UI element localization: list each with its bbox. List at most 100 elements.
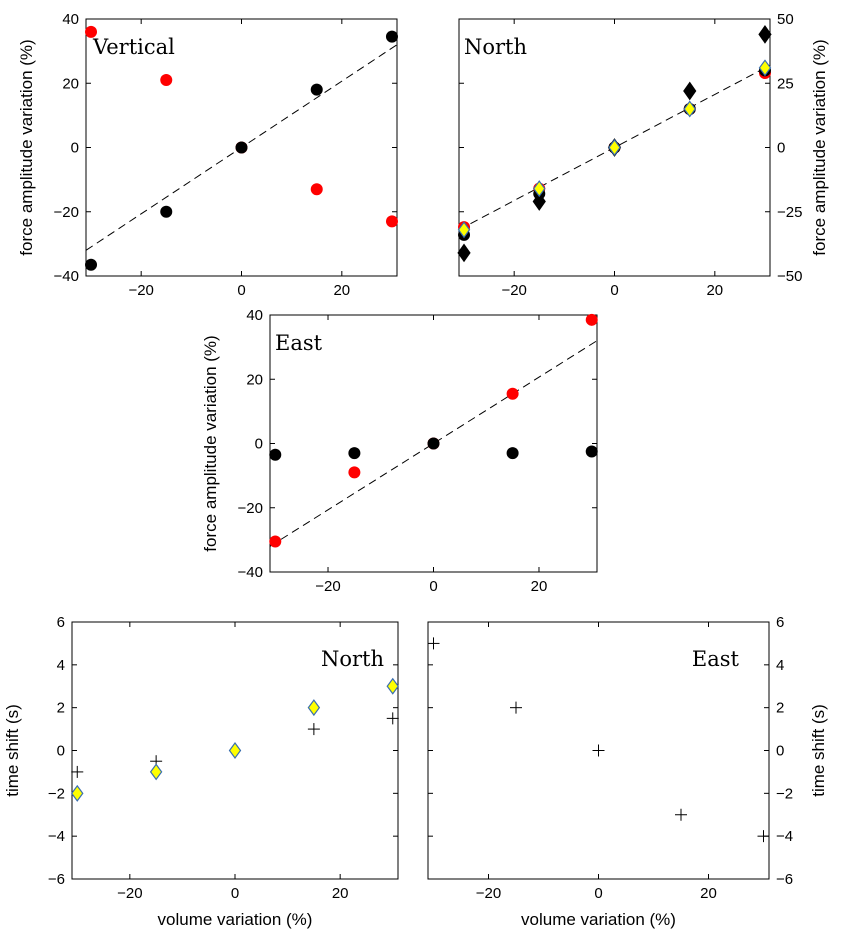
data-point: [228, 741, 242, 760]
data-point: [585, 313, 598, 326]
y-tick-label: −2: [776, 785, 793, 802]
x-tick-label: 0: [231, 885, 239, 902]
data-point: [608, 138, 621, 157]
x-tick-label: 0: [594, 885, 602, 902]
y-axis-label: force amplitude variation (%): [17, 39, 36, 255]
x-tick-label: 20: [706, 282, 723, 299]
data-point: [675, 808, 687, 821]
data-point: [427, 437, 440, 450]
data-point: [307, 699, 321, 717]
x-axis-label: volume variation (%): [521, 910, 676, 929]
y-tick-label: 4: [57, 657, 65, 674]
y-tick-label: 0: [776, 743, 784, 760]
x-tick-label: −20: [128, 282, 153, 299]
data-point: [386, 712, 399, 725]
y-axis-label: time shift (s): [809, 704, 828, 797]
x-tick-label: −20: [476, 885, 501, 902]
data-point: [457, 243, 471, 263]
data-point: [160, 74, 173, 87]
y-tick-label: −4: [48, 828, 65, 845]
y-tick-label: 20: [246, 371, 263, 388]
data-point: [386, 677, 399, 695]
panel-title: North: [464, 35, 527, 59]
y-tick-label: −6: [776, 871, 793, 888]
data-point: [533, 180, 546, 198]
data-point: [269, 448, 282, 461]
data-point: [532, 192, 546, 211]
panel-title: East: [275, 331, 323, 355]
data-point: [71, 765, 84, 778]
y-tick-label: −6: [48, 871, 65, 888]
y-tick-label: −25: [777, 204, 802, 221]
data-point: [348, 466, 361, 479]
y-tick-label: −20: [54, 204, 79, 221]
data-point: [506, 387, 519, 400]
y-tick-label: 2: [57, 700, 65, 717]
y-axis-label: time shift (s): [3, 704, 22, 797]
y-tick-label: 2: [776, 700, 784, 717]
data-point: [71, 784, 84, 802]
x-tick-label: 20: [531, 578, 548, 595]
x-tick-label: 20: [333, 282, 350, 299]
panel-east-force: −20 0 20 −40 −20 0 20 40 force amplitude variati…: [201, 307, 598, 595]
x-tick-label: 0: [429, 578, 437, 595]
y-tick-label: 50: [777, 11, 794, 28]
y-tick-label: 0: [71, 140, 79, 157]
y-tick-label: 20: [62, 75, 79, 92]
y-tick-label: −4: [776, 828, 793, 845]
data-point: [757, 830, 770, 843]
x-tick-label: 0: [610, 282, 618, 299]
y-tick-label: 25: [777, 75, 794, 92]
data-point: [85, 25, 98, 38]
y-axis-label: force amplitude variation (%): [201, 335, 220, 551]
y-tick-label: −2: [48, 785, 65, 802]
x-tick-label: 20: [332, 885, 349, 902]
data-point: [310, 83, 323, 96]
data-point: [506, 447, 519, 460]
panel-vertical: −20 0 20 −40 −20 0 20 40 force amplitude variati…: [17, 11, 398, 299]
y-tick-label: 4: [776, 657, 784, 674]
data-point: [683, 81, 697, 101]
data-point: [592, 744, 605, 757]
data-point: [85, 258, 98, 271]
panel-north-force: −20 0 20 −50 −25 0 25 50 force amplitude variati…: [457, 11, 829, 299]
x-tick-label: 20: [700, 885, 717, 902]
data-point: [307, 723, 320, 736]
data-point: [385, 215, 398, 228]
data-point: [269, 535, 282, 548]
x-tick-label: −20: [117, 885, 142, 902]
data-point: [160, 205, 173, 218]
data-point: [385, 30, 398, 43]
y-tick-label: −40: [54, 268, 79, 285]
x-tick-label: −20: [315, 578, 340, 595]
y-tick-label: −40: [238, 564, 263, 581]
y-tick-label: 0: [255, 436, 263, 453]
y-tick-label: 40: [62, 11, 79, 28]
y-axis-label: force amplitude variation (%): [810, 39, 829, 255]
y-tick-label: 40: [246, 307, 263, 324]
y-tick-label: −50: [777, 268, 802, 285]
data-point: [310, 183, 323, 196]
y-tick-label: 0: [57, 743, 65, 760]
data-point: [348, 447, 361, 460]
data-point: [427, 637, 440, 650]
y-tick-label: 6: [57, 614, 65, 631]
y-tick-label: 6: [776, 614, 784, 631]
panel-title: North: [321, 647, 384, 671]
x-tick-label: −20: [501, 282, 526, 299]
x-axis-label: volume variation (%): [158, 910, 313, 929]
x-tick-label: 0: [237, 282, 245, 299]
data-point: [510, 701, 522, 714]
data-point: [758, 59, 772, 77]
data-point: [585, 445, 598, 458]
y-tick-label: 0: [777, 140, 785, 157]
data-point: [149, 763, 163, 781]
data-point: [235, 141, 248, 154]
data-point: [758, 25, 772, 44]
data-point: [683, 100, 696, 118]
panel-title: East: [692, 647, 740, 671]
y-tick-label: −20: [238, 500, 263, 517]
